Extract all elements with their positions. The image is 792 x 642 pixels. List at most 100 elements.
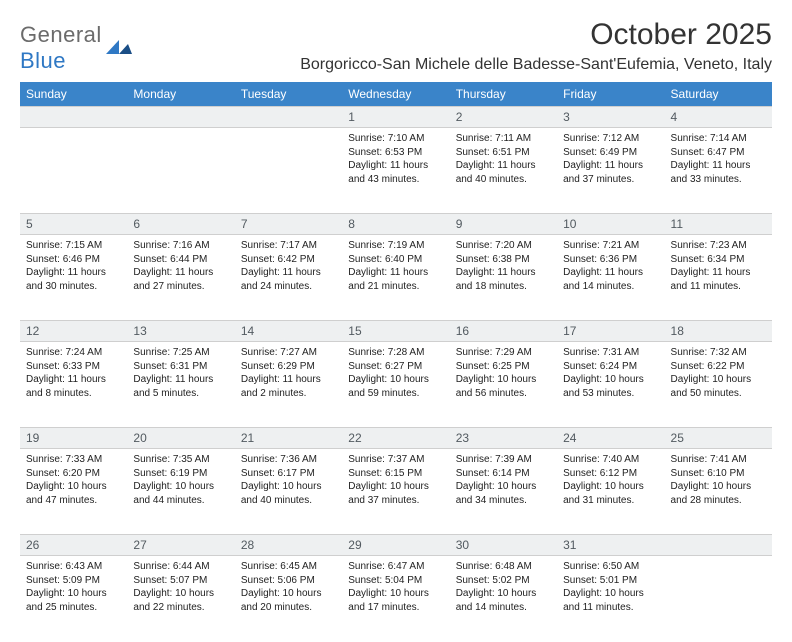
day-number: 13: [127, 321, 234, 342]
sunrise-text: Sunrise: 6:43 AM: [26, 560, 121, 574]
sunset-text: Sunset: 6:31 PM: [133, 360, 228, 374]
day-cell: Sunrise: 7:15 AMSunset: 6:46 PMDaylight:…: [20, 235, 127, 321]
day1-text: Daylight: 11 hours: [563, 266, 658, 280]
day-cell: Sunrise: 7:25 AMSunset: 6:31 PMDaylight:…: [127, 342, 234, 428]
daynum-row: 19202122232425: [20, 428, 772, 449]
day1-text: Daylight: 11 hours: [348, 159, 443, 173]
day1-text: Daylight: 10 hours: [133, 587, 228, 601]
day-cell: Sunrise: 7:31 AMSunset: 6:24 PMDaylight:…: [557, 342, 664, 428]
day1-text: Daylight: 10 hours: [348, 373, 443, 387]
sunrise-text: Sunrise: 7:23 AM: [671, 239, 766, 253]
sunrise-text: Sunrise: 7:31 AM: [563, 346, 658, 360]
day-cell: Sunrise: 7:10 AMSunset: 6:53 PMDaylight:…: [342, 128, 449, 214]
sunrise-text: Sunrise: 7:29 AM: [456, 346, 551, 360]
day-cell: [20, 128, 127, 214]
day1-text: Daylight: 10 hours: [348, 480, 443, 494]
brand-logo: General Blue: [20, 22, 132, 74]
day-cell: Sunrise: 7:32 AMSunset: 6:22 PMDaylight:…: [665, 342, 772, 428]
day1-text: Daylight: 11 hours: [241, 373, 336, 387]
sunrise-text: Sunrise: 7:24 AM: [26, 346, 121, 360]
sunset-text: Sunset: 6:36 PM: [563, 253, 658, 267]
daynum-row: 1234: [20, 107, 772, 128]
weekday-header: Tuesday: [235, 82, 342, 107]
sunrise-text: Sunrise: 7:14 AM: [671, 132, 766, 146]
weekday-header: Friday: [557, 82, 664, 107]
day2-text: and 27 minutes.: [133, 280, 228, 294]
day-cell: Sunrise: 7:36 AMSunset: 6:17 PMDaylight:…: [235, 449, 342, 535]
day2-text: and 37 minutes.: [348, 494, 443, 508]
day-number: 5: [20, 214, 127, 235]
day-number: 19: [20, 428, 127, 449]
day-number: 2: [450, 107, 557, 128]
day1-text: Daylight: 10 hours: [348, 587, 443, 601]
sunrise-text: Sunrise: 7:19 AM: [348, 239, 443, 253]
day-number: 22: [342, 428, 449, 449]
day-number: 27: [127, 535, 234, 556]
day-cell: Sunrise: 7:21 AMSunset: 6:36 PMDaylight:…: [557, 235, 664, 321]
day-cell: Sunrise: 6:44 AMSunset: 5:07 PMDaylight:…: [127, 556, 234, 642]
day-cell: Sunrise: 7:14 AMSunset: 6:47 PMDaylight:…: [665, 128, 772, 214]
day-cell: Sunrise: 6:45 AMSunset: 5:06 PMDaylight:…: [235, 556, 342, 642]
day1-text: Daylight: 10 hours: [671, 373, 766, 387]
sunset-text: Sunset: 6:14 PM: [456, 467, 551, 481]
sunset-text: Sunset: 6:22 PM: [671, 360, 766, 374]
day1-text: Daylight: 11 hours: [671, 266, 766, 280]
day2-text: and 30 minutes.: [26, 280, 121, 294]
sunset-text: Sunset: 6:53 PM: [348, 146, 443, 160]
sunset-text: Sunset: 6:12 PM: [563, 467, 658, 481]
sunset-text: Sunset: 5:07 PM: [133, 574, 228, 588]
day-cell: Sunrise: 6:50 AMSunset: 5:01 PMDaylight:…: [557, 556, 664, 642]
sunrise-text: Sunrise: 7:28 AM: [348, 346, 443, 360]
day-cell: Sunrise: 7:37 AMSunset: 6:15 PMDaylight:…: [342, 449, 449, 535]
day-number: 4: [665, 107, 772, 128]
day-cell: Sunrise: 7:16 AMSunset: 6:44 PMDaylight:…: [127, 235, 234, 321]
sunrise-text: Sunrise: 7:41 AM: [671, 453, 766, 467]
sunrise-text: Sunrise: 7:27 AM: [241, 346, 336, 360]
weekday-header: Sunday: [20, 82, 127, 107]
day1-text: Daylight: 10 hours: [26, 480, 121, 494]
day-number: 30: [450, 535, 557, 556]
sunset-text: Sunset: 5:04 PM: [348, 574, 443, 588]
day-cell: Sunrise: 6:48 AMSunset: 5:02 PMDaylight:…: [450, 556, 557, 642]
day1-text: Daylight: 11 hours: [241, 266, 336, 280]
sunrise-text: Sunrise: 7:12 AM: [563, 132, 658, 146]
sunrise-text: Sunrise: 7:37 AM: [348, 453, 443, 467]
day-number: 25: [665, 428, 772, 449]
day-number: 15: [342, 321, 449, 342]
sunset-text: Sunset: 6:15 PM: [348, 467, 443, 481]
brand-mark-icon: [106, 38, 132, 58]
day-number: 28: [235, 535, 342, 556]
weekday-header: Thursday: [450, 82, 557, 107]
day1-text: Daylight: 10 hours: [456, 587, 551, 601]
sunset-text: Sunset: 5:02 PM: [456, 574, 551, 588]
day-cell: Sunrise: 7:27 AMSunset: 6:29 PMDaylight:…: [235, 342, 342, 428]
day-cell: [127, 128, 234, 214]
day2-text: and 40 minutes.: [241, 494, 336, 508]
sunrise-text: Sunrise: 7:17 AM: [241, 239, 336, 253]
sunrise-text: Sunrise: 7:11 AM: [456, 132, 551, 146]
day2-text: and 31 minutes.: [563, 494, 658, 508]
sunrise-text: Sunrise: 7:32 AM: [671, 346, 766, 360]
sunset-text: Sunset: 5:09 PM: [26, 574, 121, 588]
day1-text: Daylight: 11 hours: [563, 159, 658, 173]
brand-part1: General: [20, 22, 102, 47]
sunrise-text: Sunrise: 6:45 AM: [241, 560, 336, 574]
sunset-text: Sunset: 6:17 PM: [241, 467, 336, 481]
day1-text: Daylight: 10 hours: [133, 480, 228, 494]
day2-text: and 21 minutes.: [348, 280, 443, 294]
day-number: 14: [235, 321, 342, 342]
daynum-row: 12131415161718: [20, 321, 772, 342]
day-number: 6: [127, 214, 234, 235]
week-row: Sunrise: 7:10 AMSunset: 6:53 PMDaylight:…: [20, 128, 772, 214]
day-number: [235, 107, 342, 128]
sunrise-text: Sunrise: 7:10 AM: [348, 132, 443, 146]
day-number: 12: [20, 321, 127, 342]
sunset-text: Sunset: 6:40 PM: [348, 253, 443, 267]
day1-text: Daylight: 11 hours: [456, 266, 551, 280]
day-number: 9: [450, 214, 557, 235]
day1-text: Daylight: 11 hours: [671, 159, 766, 173]
day2-text: and 44 minutes.: [133, 494, 228, 508]
day-number: 17: [557, 321, 664, 342]
day2-text: and 11 minutes.: [671, 280, 766, 294]
day-number: 23: [450, 428, 557, 449]
